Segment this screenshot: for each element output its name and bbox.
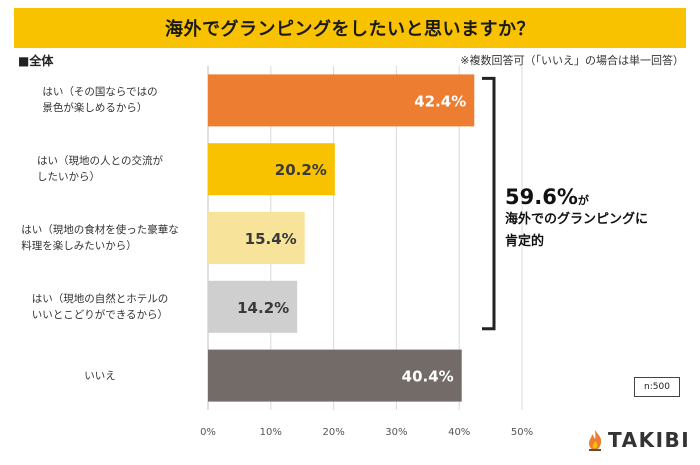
bar-value-label: 42.4% [414,92,466,110]
scope-label: ■全体 [18,54,54,68]
category-label-text: はい（その国ならではの 景色が楽しめるから） [42,86,158,115]
chart-title: 海外でグランピングをしたいと思いますか？ [14,8,686,48]
x-tick-label: 40% [448,427,470,438]
flame-icon [589,430,602,451]
bar-value-label: 15.4% [245,230,297,248]
x-tick-label: 10% [260,427,282,438]
category-label: はい（現地の自然とホテルの いいとこどりができるから） [0,291,200,323]
category-label: はい（その国ならではの 景色が楽しめるから） [0,84,200,116]
category-label: いいえ [0,368,200,384]
category-label: はい（現地の人との交流が したいから） [0,153,200,185]
category-label-text: はい（現地の食材を使った豪華な 料理を楽しみたいから） [21,224,179,252]
x-tick-label: 50% [511,427,533,438]
bar-value-label: 14.2% [237,299,289,317]
bar-value-label: 40.4% [402,368,454,386]
bar [208,143,335,196]
summary-callout: 59.6%が 海外でのグランピングに 肯定的 [505,185,695,253]
bar [208,280,298,333]
x-tick-label: 30% [385,427,407,438]
summary-percent: 59.6% [505,185,578,209]
category-label-text: いいえ [84,369,116,382]
bar [208,212,305,264]
summary-particle: が [577,194,589,207]
category-label-text: はい（現地の自然とホテルの いいとこどりができるから） [31,292,169,321]
answer-note: ※複数回答可（「いいえ」の場合は単一回答） [460,54,684,67]
x-tick-label: 0% [200,427,216,438]
category-label: はい（現地の食材を使った豪華な 料理を楽しみたいから） [0,222,200,254]
bar [208,74,475,127]
summary-line-2: 肯定的 [505,234,545,249]
summary-line-1: 海外でのグランピングに [505,212,649,227]
yes-group-bracket [482,76,496,331]
sample-size-badge: n:500 [634,377,680,397]
bar [208,349,462,402]
logo-text: TAKIBI [608,428,691,452]
x-tick-label: 20% [322,427,344,438]
bar-value-label: 20.2% [275,161,327,179]
category-label-text: はい（現地の人との交流が したいから） [37,155,163,184]
takibi-logo: TAKIBI [586,428,690,452]
